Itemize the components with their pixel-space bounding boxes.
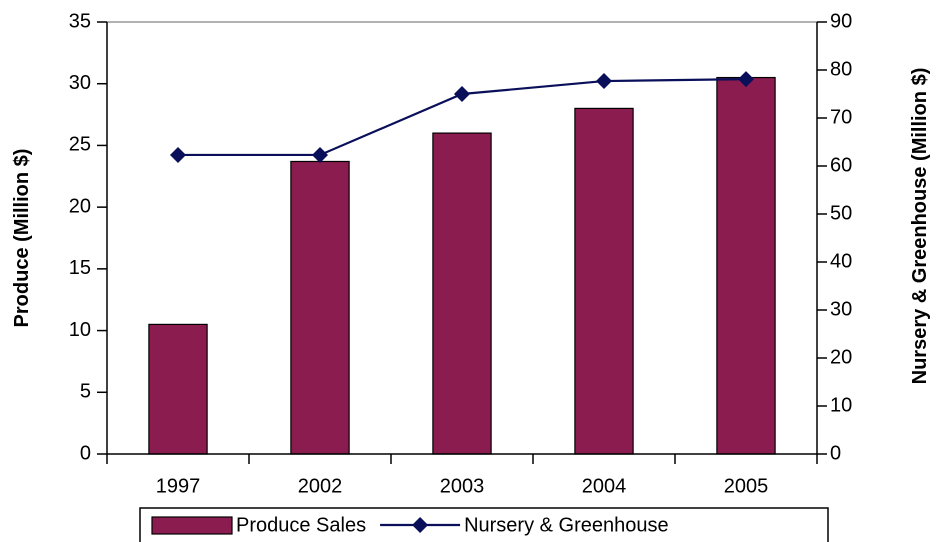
marker — [596, 73, 612, 90]
y-tick-label: 15 — [69, 257, 91, 279]
y2-tick-label: 10 — [830, 394, 852, 416]
marker — [170, 146, 186, 163]
legend-swatch — [151, 516, 233, 535]
y2-tick-label: 20 — [830, 346, 852, 368]
y-axis-title: Produce (Million $) — [11, 148, 33, 328]
x-tick-label: 1997 — [156, 475, 201, 497]
x-tick-label: 2005 — [724, 475, 769, 497]
bar — [290, 160, 350, 455]
y2-tick-label: 0 — [830, 442, 841, 464]
y-tick-label: 20 — [69, 195, 91, 217]
y-tick-label: 25 — [69, 134, 91, 156]
y2-tick-label: 40 — [830, 250, 852, 272]
legend-label: Produce Sales — [236, 514, 366, 536]
y2-tick-label: 70 — [830, 106, 852, 128]
bar — [148, 323, 208, 455]
y2-tick-label: 80 — [830, 58, 852, 80]
bar — [716, 76, 776, 455]
y2-tick-label: 90 — [830, 10, 852, 32]
y2-tick-label: 50 — [830, 202, 852, 224]
bar — [432, 132, 492, 455]
y2-tick-label: 60 — [830, 154, 852, 176]
y2-tick-label: 30 — [830, 298, 852, 320]
x-tick-label: 2004 — [582, 475, 627, 497]
y-tick-label: 35 — [69, 10, 91, 32]
x-tick-label: 2002 — [298, 475, 343, 497]
x-tick-label: 2003 — [440, 475, 485, 497]
y-tick-label: 0 — [80, 442, 91, 464]
marker — [738, 71, 754, 88]
legend-label: Nursery & Greenhouse — [464, 514, 669, 536]
y2-axis-title: Nursery & Greenhouse (Million $) — [909, 67, 931, 385]
bar — [574, 107, 634, 455]
legend-marker — [412, 517, 429, 533]
marker — [454, 86, 470, 102]
marker — [312, 146, 328, 163]
y-tick-label: 5 — [80, 381, 91, 403]
y-tick-label: 30 — [69, 72, 91, 94]
y-tick-label: 10 — [69, 319, 91, 341]
legend-box — [139, 507, 829, 542]
